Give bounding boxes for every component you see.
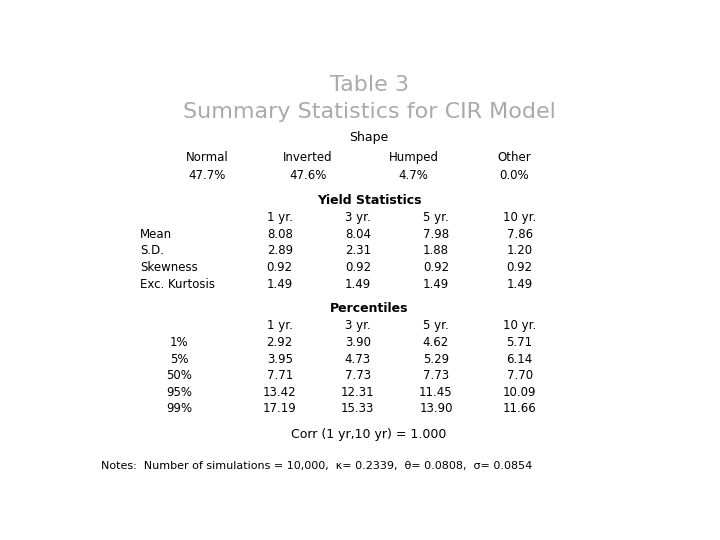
Text: Percentiles: Percentiles bbox=[330, 302, 408, 315]
Text: Table 3: Table 3 bbox=[330, 75, 408, 95]
Text: 0.92: 0.92 bbox=[345, 261, 371, 274]
Text: Skewness: Skewness bbox=[140, 261, 198, 274]
Text: Yield Statistics: Yield Statistics bbox=[317, 194, 421, 207]
Text: S.D.: S.D. bbox=[140, 245, 164, 258]
Text: 3.95: 3.95 bbox=[266, 353, 293, 366]
Text: 99%: 99% bbox=[166, 402, 192, 415]
Text: 1.49: 1.49 bbox=[266, 278, 293, 291]
Text: 50%: 50% bbox=[166, 369, 192, 382]
Text: 95%: 95% bbox=[166, 386, 192, 399]
Text: 11.66: 11.66 bbox=[503, 402, 536, 415]
Text: 13.42: 13.42 bbox=[263, 386, 297, 399]
Text: 47.7%: 47.7% bbox=[189, 169, 226, 182]
Text: 3 yr.: 3 yr. bbox=[345, 319, 371, 332]
Text: Other: Other bbox=[498, 151, 531, 164]
Text: Mean: Mean bbox=[140, 228, 172, 241]
Text: 17.19: 17.19 bbox=[263, 402, 297, 415]
Text: 1.88: 1.88 bbox=[423, 245, 449, 258]
Text: 5 yr.: 5 yr. bbox=[423, 319, 449, 332]
Text: 4.62: 4.62 bbox=[423, 336, 449, 349]
Text: 1.49: 1.49 bbox=[345, 278, 371, 291]
Text: 0.92: 0.92 bbox=[266, 261, 293, 274]
Text: 5 yr.: 5 yr. bbox=[423, 211, 449, 224]
Text: Corr (1 yr,10 yr) = 1.000: Corr (1 yr,10 yr) = 1.000 bbox=[292, 428, 446, 441]
Text: 7.73: 7.73 bbox=[345, 369, 371, 382]
Text: 8.08: 8.08 bbox=[267, 228, 292, 241]
Text: 11.45: 11.45 bbox=[419, 386, 453, 399]
Text: 5.29: 5.29 bbox=[423, 353, 449, 366]
Text: 1 yr.: 1 yr. bbox=[267, 319, 292, 332]
Text: 1 yr.: 1 yr. bbox=[267, 211, 292, 224]
Text: 10 yr.: 10 yr. bbox=[503, 319, 536, 332]
Text: 0.92: 0.92 bbox=[507, 261, 533, 274]
Text: 1.49: 1.49 bbox=[507, 278, 533, 291]
Text: Normal: Normal bbox=[186, 151, 228, 164]
Text: 2.92: 2.92 bbox=[266, 336, 293, 349]
Text: 12.31: 12.31 bbox=[341, 386, 374, 399]
Text: 1.49: 1.49 bbox=[423, 278, 449, 291]
Text: 5.71: 5.71 bbox=[507, 336, 533, 349]
Text: 6.14: 6.14 bbox=[507, 353, 533, 366]
Text: Notes:  Number of simulations = 10,000,  κ= 0.2339,  θ= 0.0808,  σ= 0.0854: Notes: Number of simulations = 10,000, κ… bbox=[101, 462, 532, 471]
Text: 3.90: 3.90 bbox=[345, 336, 371, 349]
Text: 7.98: 7.98 bbox=[423, 228, 449, 241]
Text: 13.90: 13.90 bbox=[419, 402, 453, 415]
Text: 10 yr.: 10 yr. bbox=[503, 211, 536, 224]
Text: 7.86: 7.86 bbox=[507, 228, 533, 241]
Text: 0.92: 0.92 bbox=[423, 261, 449, 274]
Text: 3 yr.: 3 yr. bbox=[345, 211, 371, 224]
Text: 4.73: 4.73 bbox=[345, 353, 371, 366]
Text: 8.04: 8.04 bbox=[345, 228, 371, 241]
Text: 7.73: 7.73 bbox=[423, 369, 449, 382]
Text: 7.71: 7.71 bbox=[266, 369, 293, 382]
Text: 15.33: 15.33 bbox=[341, 402, 374, 415]
Text: 2.31: 2.31 bbox=[345, 245, 371, 258]
Text: 1.20: 1.20 bbox=[507, 245, 533, 258]
Text: Summary Statistics for CIR Model: Summary Statistics for CIR Model bbox=[183, 102, 555, 122]
Text: 0.0%: 0.0% bbox=[499, 169, 529, 182]
Text: 1%: 1% bbox=[170, 336, 189, 349]
Text: Inverted: Inverted bbox=[283, 151, 333, 164]
Text: 4.7%: 4.7% bbox=[399, 169, 428, 182]
Text: Shape: Shape bbox=[349, 131, 389, 144]
Text: 7.70: 7.70 bbox=[507, 369, 533, 382]
Text: 10.09: 10.09 bbox=[503, 386, 536, 399]
Text: 2.89: 2.89 bbox=[266, 245, 293, 258]
Text: Exc. Kurtosis: Exc. Kurtosis bbox=[140, 278, 215, 291]
Text: 5%: 5% bbox=[170, 353, 189, 366]
Text: Humped: Humped bbox=[389, 151, 438, 164]
Text: 47.6%: 47.6% bbox=[289, 169, 326, 182]
